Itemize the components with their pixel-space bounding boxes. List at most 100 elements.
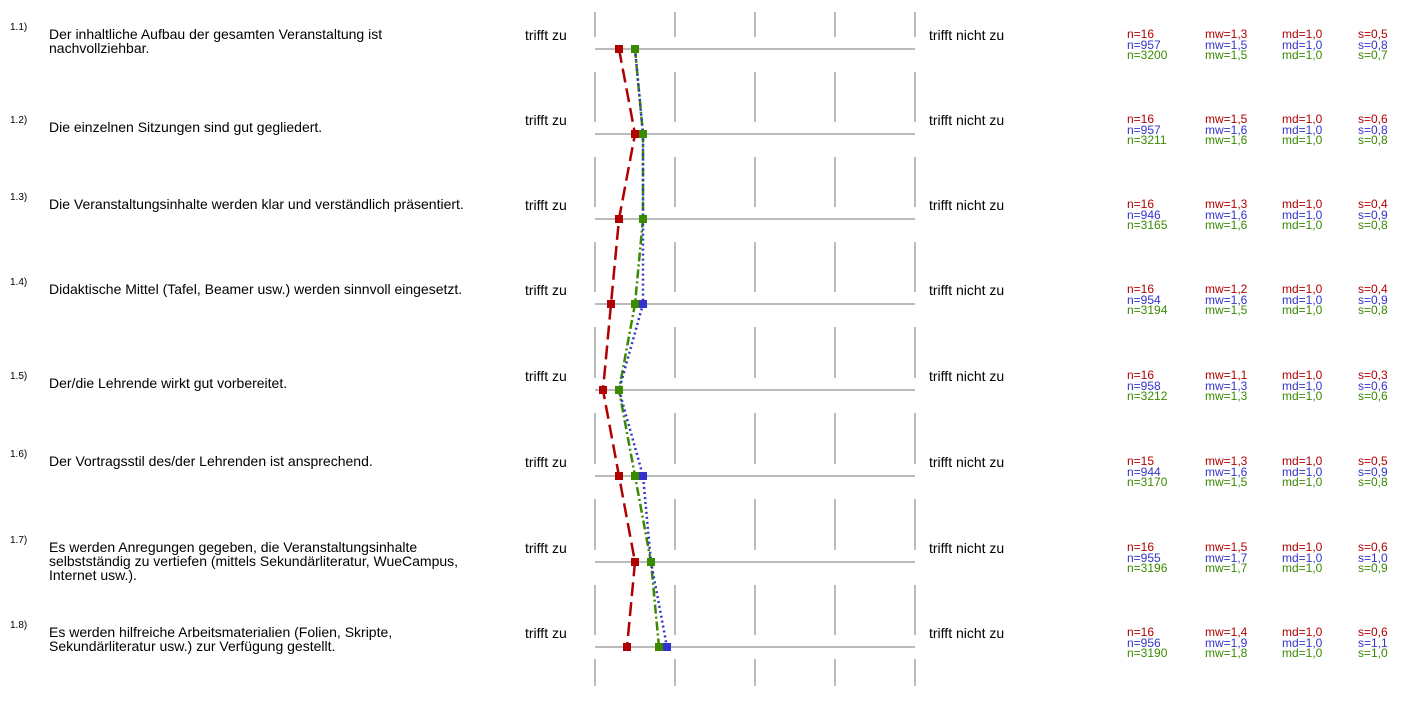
stat-md: md=1,0 xyxy=(1282,561,1323,575)
stat-md: md=1,0 xyxy=(1282,646,1323,660)
stat-md: md=1,0 xyxy=(1282,37,1323,52)
stat-s: s=0,6 xyxy=(1358,389,1388,403)
scale-label-left: trifft zu xyxy=(525,540,567,556)
item-number: 1.1) xyxy=(10,22,28,33)
item-number: 1.2) xyxy=(10,115,28,126)
item-number: 1.3) xyxy=(10,192,28,203)
stat-n: n=16 xyxy=(1127,540,1155,554)
stat-n: n=946 xyxy=(1127,207,1161,222)
item-number: 1.8) xyxy=(10,620,28,631)
stat-n: n=16 xyxy=(1127,625,1155,639)
data-point-series-2 xyxy=(639,472,647,480)
stat-md: md=1,0 xyxy=(1282,112,1323,126)
data-point-series-3 xyxy=(639,130,647,138)
stat-md: md=1,0 xyxy=(1282,540,1323,554)
stat-s: s=0,6 xyxy=(1358,540,1388,554)
stat-md: md=1,0 xyxy=(1282,368,1323,382)
data-point-series-1 xyxy=(623,643,631,651)
stat-n: n=957 xyxy=(1127,122,1161,137)
stat-s: s=0,8 xyxy=(1358,37,1388,52)
stat-n: n=956 xyxy=(1127,635,1161,650)
data-point-series-3 xyxy=(631,472,639,480)
stat-mw: mw=1,3 xyxy=(1205,27,1248,41)
stat-md: md=1,0 xyxy=(1282,207,1323,222)
stat-s: s=0,9 xyxy=(1358,207,1388,222)
stat-mw: mw=1,8 xyxy=(1205,646,1248,660)
series-line-3 xyxy=(617,48,661,648)
stat-n: n=3212 xyxy=(1127,389,1168,403)
stat-mw: mw=1,5 xyxy=(1205,303,1248,317)
item-question: Der/die Lehrende wirkt gut vorbereitet. xyxy=(49,375,288,391)
stat-md: md=1,0 xyxy=(1282,292,1323,307)
stat-s: s=0,9 xyxy=(1358,292,1388,307)
stat-s: s=0,6 xyxy=(1358,112,1388,126)
stat-s: s=0,9 xyxy=(1358,561,1388,575)
stat-s: s=0,5 xyxy=(1358,27,1388,41)
scale-label-left: trifft zu xyxy=(525,625,567,641)
data-point-series-3 xyxy=(631,300,639,308)
stat-mw: mw=1,5 xyxy=(1205,475,1248,489)
stat-n: n=944 xyxy=(1127,464,1161,479)
stat-mw: mw=1,5 xyxy=(1205,540,1248,554)
stat-mw: mw=1,6 xyxy=(1205,292,1248,307)
stat-md: md=1,0 xyxy=(1282,282,1323,296)
stat-md: md=1,0 xyxy=(1282,389,1323,403)
scale-label-right: trifft nicht zu xyxy=(929,112,1005,128)
item-question: Es werden hilfreiche Arbeitsmaterialien … xyxy=(49,624,393,654)
evaluation-item: 1.3) Die Veranstaltungsinhalte werden kla… xyxy=(0,192,1401,291)
data-point-series-1 xyxy=(631,558,639,566)
stat-s: s=1,0 xyxy=(1358,550,1388,565)
stat-mw: mw=1,9 xyxy=(1205,635,1248,650)
item-number: 1.6) xyxy=(10,449,28,460)
stat-mw: mw=1,6 xyxy=(1205,133,1248,147)
data-point-series-1 xyxy=(615,215,623,223)
scale-label-right: trifft nicht zu xyxy=(929,454,1005,470)
stat-s: s=0,3 xyxy=(1358,368,1388,382)
stat-n: n=15 xyxy=(1127,454,1155,468)
stat-n: n=16 xyxy=(1127,27,1155,41)
profile-chart xyxy=(594,12,916,686)
stat-n: n=3170 xyxy=(1127,475,1168,489)
stat-n: n=16 xyxy=(1127,368,1155,382)
stat-s: s=0,8 xyxy=(1358,475,1388,489)
stat-md: md=1,0 xyxy=(1282,122,1323,137)
stat-s: s=0,8 xyxy=(1358,133,1388,147)
stat-n: n=3211 xyxy=(1127,133,1167,147)
stat-mw: mw=1,3 xyxy=(1205,389,1248,403)
stat-n: n=3196 xyxy=(1127,561,1168,575)
stat-mw: mw=1,6 xyxy=(1205,464,1248,479)
stat-s: s=0,8 xyxy=(1358,218,1388,232)
stat-s: s=0,9 xyxy=(1358,464,1388,479)
stat-n: n=3190 xyxy=(1127,646,1168,660)
item-question: Die einzelnen Sitzungen sind gut geglied… xyxy=(49,119,323,135)
stat-n: n=16 xyxy=(1127,197,1155,211)
stat-s: s=0,4 xyxy=(1358,197,1388,211)
stat-s: s=0,7 xyxy=(1358,48,1388,62)
evaluation-item: 1.4) Didaktische Mittel (Tafel, Beamer us… xyxy=(0,277,1401,376)
scale-label-right: trifft nicht zu xyxy=(929,368,1005,384)
scale-label-left: trifft zu xyxy=(525,368,567,384)
item-question: Der Vortragsstil des/der Lehrenden ist a… xyxy=(49,453,373,469)
stat-md: md=1,0 xyxy=(1282,378,1323,393)
item-number: 1.7) xyxy=(10,535,28,546)
item-number: 1.4) xyxy=(10,277,28,288)
stat-mw: mw=1,7 xyxy=(1205,550,1248,565)
stat-md: md=1,0 xyxy=(1282,550,1323,565)
evaluation-item: 1.1) Der inhaltliche Aufbau der gesamten … xyxy=(0,22,1401,121)
stat-md: md=1,0 xyxy=(1282,133,1323,147)
scale-label-left: trifft zu xyxy=(525,197,567,213)
data-point-series-1 xyxy=(615,472,623,480)
stat-mw: mw=1,5 xyxy=(1205,48,1248,62)
stat-md: md=1,0 xyxy=(1282,48,1323,62)
data-point-series-3 xyxy=(631,45,639,53)
data-point-series-1 xyxy=(631,130,639,138)
stat-s: s=0,8 xyxy=(1358,122,1388,137)
evaluation-item: 1.5) Der/die Lehrende wirkt gut vorbereit… xyxy=(0,368,1401,462)
scale-label-left: trifft zu xyxy=(525,112,567,128)
item-question: Die Veranstaltungsinhalte werden klar un… xyxy=(49,196,464,212)
item-question: Es werden Anregungen gegeben, die Verans… xyxy=(49,539,459,583)
stat-mw: mw=1,7 xyxy=(1205,561,1248,575)
stat-s: s=0,5 xyxy=(1358,454,1388,468)
stat-s: s=0,4 xyxy=(1358,282,1388,296)
stat-mw: mw=1,3 xyxy=(1205,378,1248,393)
